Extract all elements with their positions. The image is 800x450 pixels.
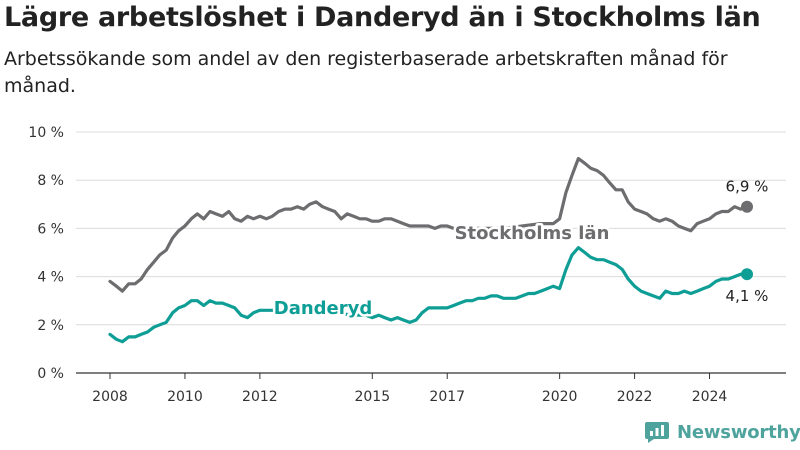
x-tick-label: 2015 bbox=[354, 389, 390, 405]
series-lines bbox=[108, 156, 753, 344]
y-tick-label: 10 % bbox=[28, 125, 64, 141]
brand-name: Newsworthy bbox=[677, 421, 800, 443]
chart-title: Lägre arbetslöshet i Danderyd än i Stock… bbox=[4, 2, 761, 33]
chart-subtitle: Arbetssökande som andel av den registerb… bbox=[4, 48, 728, 97]
x-tick-label: 2022 bbox=[617, 389, 653, 405]
last-value-marker bbox=[741, 200, 753, 213]
last-value-label: 4,1 % bbox=[726, 287, 769, 305]
y-tick-label: 2 % bbox=[37, 318, 64, 334]
y-tick-label: 8 % bbox=[37, 173, 64, 189]
last-value-marker bbox=[741, 268, 753, 281]
last-value-label: 6,9 % bbox=[726, 178, 769, 196]
series-name-label: Stockholms län bbox=[455, 223, 610, 244]
series-labels: 6,9 % 4,1 % Stockholms län Danderyd bbox=[271, 178, 769, 322]
x-tick-label: 2010 bbox=[167, 389, 203, 405]
x-axis: 2008 2010 2012 2015 2017 2020 2022 2024 bbox=[76, 372, 786, 405]
series-name-label: Danderyd bbox=[274, 298, 373, 319]
y-axis-ticks: 0 % 2 % 4 % 6 % 8 % 10 % bbox=[28, 125, 64, 382]
y-tick-label: 6 % bbox=[37, 221, 64, 237]
x-tick-label: 2012 bbox=[242, 389, 278, 405]
newsworthy-logo-icon bbox=[645, 422, 669, 443]
y-tick-label: 4 % bbox=[37, 270, 64, 286]
series-line bbox=[108, 246, 749, 344]
series-line bbox=[108, 156, 749, 293]
x-tick-label: 2017 bbox=[429, 389, 465, 405]
x-tick-label: 2024 bbox=[692, 389, 728, 405]
x-tick-label: 2020 bbox=[542, 389, 578, 405]
x-tick-label: 2008 bbox=[92, 389, 128, 405]
y-tick-label: 0 % bbox=[37, 366, 64, 382]
brand-logo: Newsworthy bbox=[644, 420, 800, 444]
